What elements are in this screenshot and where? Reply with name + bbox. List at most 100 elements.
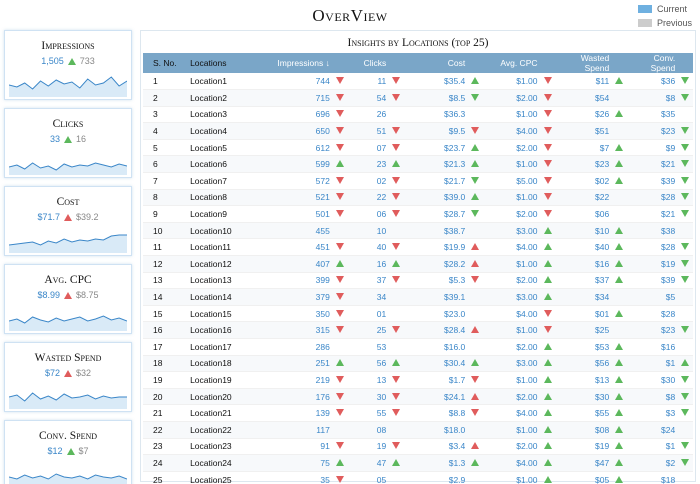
- table-row[interactable]: 3 Location3 696 26 $36.3 $1.00 $26 $35: [143, 106, 693, 123]
- kpi-cards: Impressions 1,505 733 Clicks 33 16 Cost $71.7 $3…: [4, 30, 132, 484]
- trend-arrow-icon: [392, 393, 400, 400]
- table-row[interactable]: 4 Location4 650 51 $9.5 $4.00 $51 $23: [143, 123, 693, 140]
- table-row[interactable]: 12 Location12 407 16 $28.2 $1.00 $16 $19: [143, 256, 693, 273]
- cell-sno: 10: [143, 222, 186, 239]
- kpi-card[interactable]: Impressions 1,505 733: [4, 30, 132, 100]
- cell-avg-cpc: $3.00: [483, 289, 542, 306]
- cell-location: Location19: [186, 372, 266, 389]
- cell-trend: [334, 471, 348, 484]
- cell-trend: [469, 388, 483, 405]
- cell-trend: [334, 106, 348, 123]
- table-row[interactable]: 22 Location22 117 08 $18.0 $1.00 $08 $24: [143, 421, 693, 438]
- table-row[interactable]: 23 Location23 91 19 $3.4 $2.00 $19 $1: [143, 438, 693, 455]
- trend-arrow-icon: [615, 310, 623, 317]
- cell-clicks: 53: [348, 339, 391, 356]
- cell-trend: [469, 322, 483, 339]
- cell-conv-spend: $18: [627, 471, 679, 484]
- cell-wasted-spend: $22: [555, 189, 613, 206]
- cell-trend: [679, 438, 693, 455]
- legend-previous-label: Previous: [657, 18, 692, 28]
- table-row[interactable]: 25 Location25 35 05 $2.9 $1.00 $05 $18: [143, 471, 693, 484]
- sparkline: [9, 71, 127, 97]
- cell-trend: [390, 73, 404, 90]
- kpi-current-value: $8.99: [37, 290, 60, 300]
- table-row[interactable]: 19 Location19 219 13 $1.7 $1.00 $13 $30: [143, 372, 693, 389]
- table-row[interactable]: 2 Location2 715 54 $8.5 $2.00 $54 $8: [143, 90, 693, 107]
- table-row[interactable]: 9 Location9 501 06 $28.7 $2.00 $06 $21: [143, 206, 693, 223]
- cell-avg-cpc: $1.00: [483, 421, 542, 438]
- col-clicks[interactable]: Clicks: [348, 53, 391, 73]
- table-row[interactable]: 1 Location1 744 11 $35.4 $1.00 $11 $36: [143, 73, 693, 90]
- cell-impressions: 35: [266, 471, 333, 484]
- col-cost[interactable]: Cost: [404, 53, 469, 73]
- kpi-card[interactable]: Clicks 33 16: [4, 108, 132, 178]
- kpi-card[interactable]: Avg. CPC $8.99 $8.75: [4, 264, 132, 334]
- kpi-card[interactable]: Cost $71.7 $39.2: [4, 186, 132, 256]
- table-row[interactable]: 7 Location7 572 02 $21.7 $5.00 $02 $39: [143, 173, 693, 190]
- cell-clicks: 01: [348, 305, 391, 322]
- kpi-card[interactable]: Conv. Spend $12 $7: [4, 420, 132, 484]
- trend-arrow-icon: [615, 442, 623, 449]
- col-conv-spend[interactable]: Conv. Spend: [627, 53, 679, 73]
- trend-arrow-icon: [471, 276, 479, 283]
- col-impressions[interactable]: Impressions ↓: [266, 53, 333, 73]
- table-row[interactable]: 5 Location5 612 07 $23.7 $2.00 $7 $9: [143, 139, 693, 156]
- table-row[interactable]: 11 Location11 451 40 $19.9 $4.00 $40 $28: [143, 239, 693, 256]
- cell-trend: [679, 206, 693, 223]
- cell-trend: [542, 189, 556, 206]
- cell-trend: [613, 421, 627, 438]
- cell-clicks: 16: [348, 256, 391, 273]
- cell-location: Location25: [186, 471, 266, 484]
- col-sno[interactable]: S. No.: [143, 53, 186, 73]
- trend-arrow-icon: [615, 227, 623, 234]
- table-row[interactable]: 10 Location10 455 10 $38.7 $3.00 $10 $38: [143, 222, 693, 239]
- table-row[interactable]: 20 Location20 176 30 $24.1 $2.00 $30 $8: [143, 388, 693, 405]
- cell-clicks: 23: [348, 156, 391, 173]
- cell-impressions: 455: [266, 222, 333, 239]
- cell-trend: [469, 305, 483, 322]
- cell-trend: [334, 222, 348, 239]
- cell-wasted-spend: $54: [555, 90, 613, 107]
- cell-wasted-spend: $51: [555, 123, 613, 140]
- cell-conv-spend: $39: [627, 173, 679, 190]
- trend-arrow-icon: [544, 393, 552, 400]
- cell-location: Location13: [186, 272, 266, 289]
- trend-arrow-icon: [681, 409, 689, 416]
- table-row[interactable]: 24 Location24 75 47 $1.3 $4.00 $47 $2: [143, 455, 693, 472]
- cell-wasted-spend: $23: [555, 156, 613, 173]
- cell-trend: [469, 438, 483, 455]
- table-row[interactable]: 13 Location13 399 37 $5.3 $2.00 $37 $39: [143, 272, 693, 289]
- cell-avg-cpc: $3.00: [483, 355, 542, 372]
- cell-trend: [613, 471, 627, 484]
- cell-cost: $28.2: [404, 256, 469, 273]
- col-avg-cpc[interactable]: Avg. CPC: [483, 53, 542, 73]
- table-row[interactable]: 8 Location8 521 22 $39.0 $1.00 $22 $28: [143, 189, 693, 206]
- col-locations[interactable]: Locations: [186, 53, 266, 73]
- table-row[interactable]: 18 Location18 251 56 $30.4 $3.00 $56 $1: [143, 355, 693, 372]
- table-row[interactable]: 21 Location21 139 55 $8.8 $4.00 $55 $3: [143, 405, 693, 422]
- cell-wasted-spend: $08: [555, 421, 613, 438]
- kpi-card[interactable]: Wasted Spend $72 $32: [4, 342, 132, 412]
- cell-trend: [613, 438, 627, 455]
- cell-conv-spend: $36: [627, 73, 679, 90]
- cell-conv-spend: $8: [627, 90, 679, 107]
- table-row[interactable]: 15 Location15 350 01 $23.0 $4.00 $01 $28: [143, 305, 693, 322]
- table-row[interactable]: 14 Location14 379 34 $39.1 $3.00 $34 $5: [143, 289, 693, 306]
- cell-cost: $18.0: [404, 421, 469, 438]
- table-row[interactable]: 16 Location16 315 25 $28.4 $1.00 $25 $23: [143, 322, 693, 339]
- cell-avg-cpc: $2.00: [483, 90, 542, 107]
- col-wasted-spend[interactable]: Wasted Spend: [555, 53, 613, 73]
- cell-trend: [469, 239, 483, 256]
- cell-trend: [542, 471, 556, 484]
- table-row[interactable]: 6 Location6 599 23 $21.3 $1.00 $23 $21: [143, 156, 693, 173]
- trend-arrow-icon: [471, 326, 479, 333]
- table-row[interactable]: 17 Location17 286 53 $16.0 $2.00 $53 $16: [143, 339, 693, 356]
- cell-avg-cpc: $2.00: [483, 339, 542, 356]
- cell-trend: [542, 289, 556, 306]
- cell-impressions: 139: [266, 405, 333, 422]
- trend-arrow-icon: [544, 359, 552, 366]
- trend-arrow-icon: [336, 77, 344, 84]
- trend-arrow-icon: [64, 292, 72, 299]
- trend-arrow-icon: [544, 276, 552, 283]
- cell-sno: 4: [143, 123, 186, 140]
